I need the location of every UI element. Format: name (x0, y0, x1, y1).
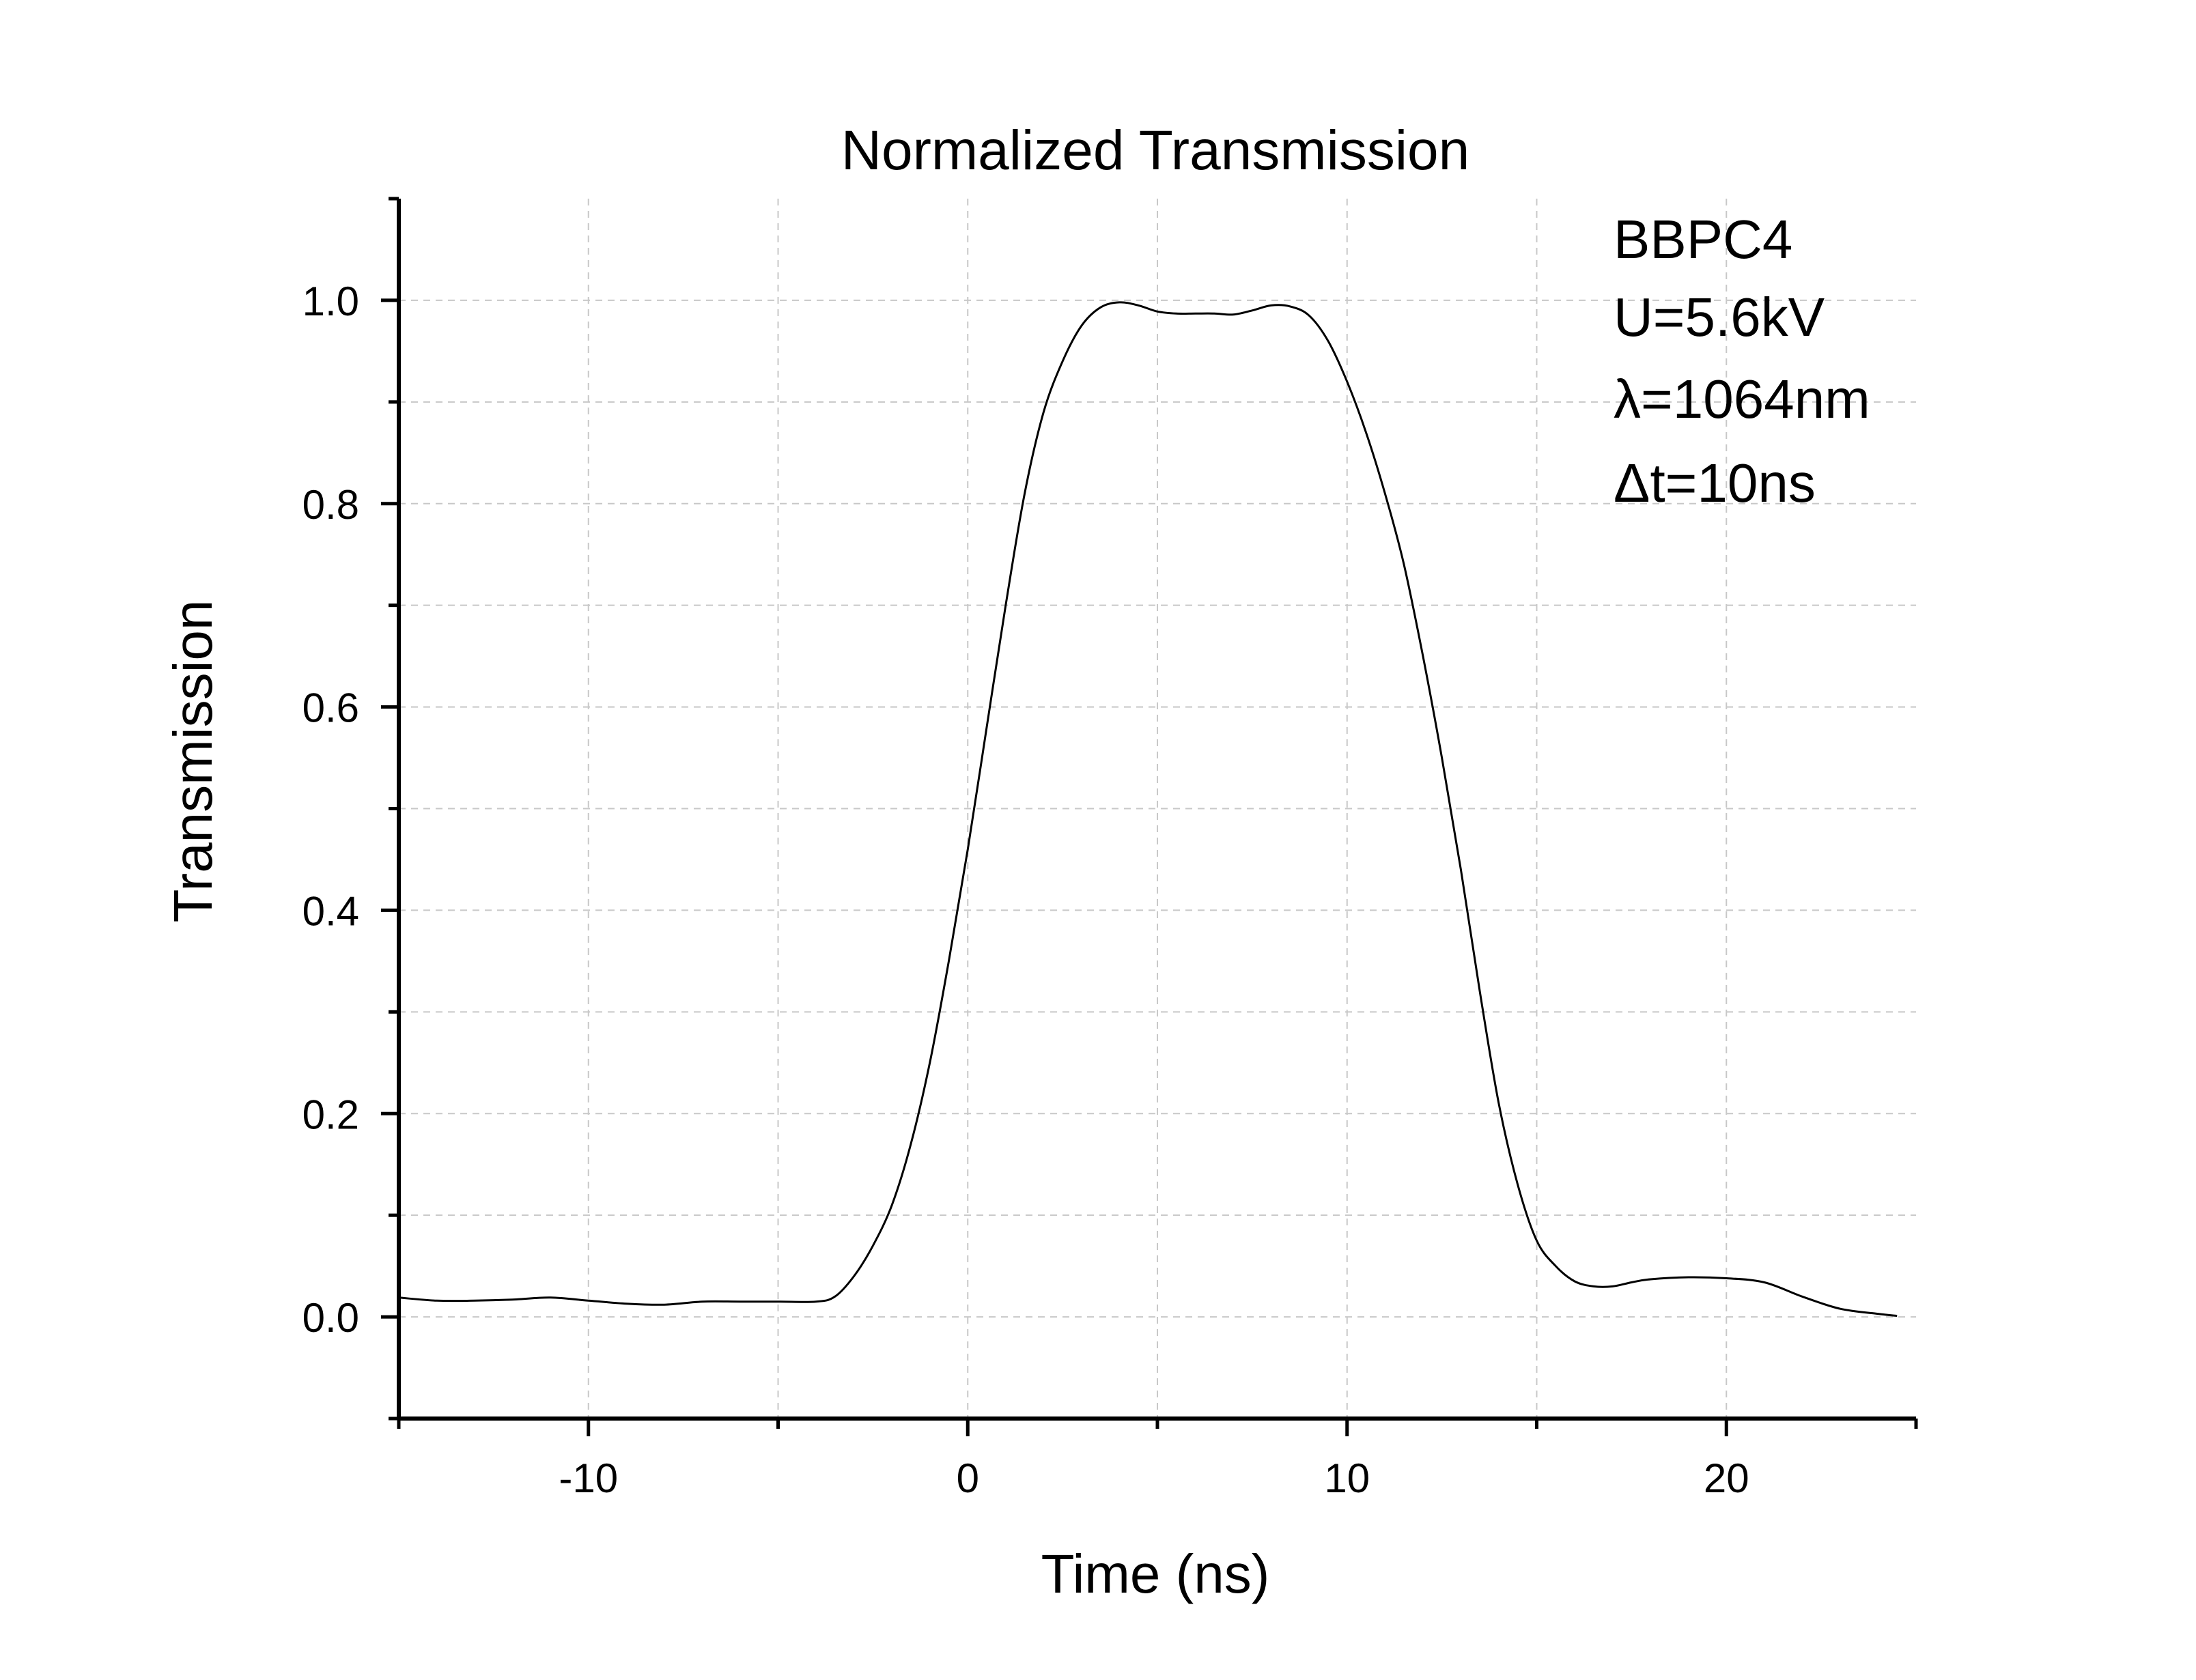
annotation-voltage: U=5.6kV (1614, 287, 1825, 347)
series-line (398, 301, 1898, 1318)
annotation-pulse-width: Δt=10ns (1614, 453, 1816, 513)
x-tick-label: 0 (957, 1455, 979, 1501)
y-tick-label: 0.0 (302, 1295, 359, 1341)
annotation-wavelength: λ=1064nm (1614, 369, 1870, 429)
x-tick-label: 20 (1704, 1455, 1749, 1501)
tick-marks (381, 197, 1918, 1436)
y-axis-label: Transmission (163, 600, 223, 923)
grid-lines (399, 199, 1916, 1419)
x-axis-label: Time (ns) (1041, 1543, 1270, 1604)
x-tick-label: 10 (1324, 1455, 1370, 1501)
x-tick-label: -10 (559, 1455, 618, 1501)
y-tick-label: 0.6 (302, 685, 359, 731)
series (398, 301, 1898, 1318)
y-tick-label: 0.8 (302, 482, 359, 528)
annotation-sample: BBPC4 (1614, 209, 1792, 270)
y-tick-label: 0.4 (302, 888, 359, 934)
tick-labels: -10 0 10 20 0.0 0.2 0.4 0.6 0.8 1.0 (302, 279, 1749, 1501)
chart-title: Normalized Transmission (841, 119, 1470, 182)
y-tick-label: 1.0 (302, 279, 359, 324)
y-tick-label: 0.2 (302, 1092, 359, 1137)
